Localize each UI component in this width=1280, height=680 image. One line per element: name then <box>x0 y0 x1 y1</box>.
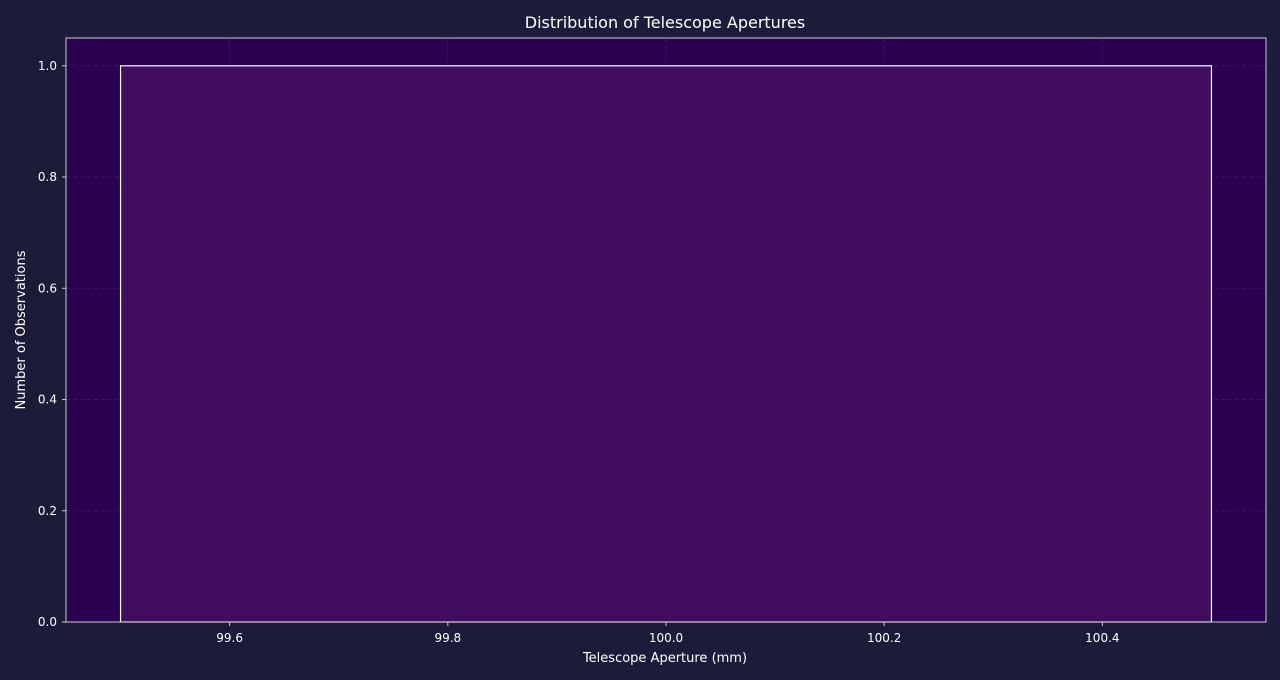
bars <box>119 65 1213 623</box>
chart-title: Distribution of Telescope Apertures <box>525 13 805 32</box>
y-tick-label-0: 0.0 <box>38 615 57 629</box>
y-axis-title: Number of Observations <box>14 250 29 409</box>
x-tick-label-1: 99.8 <box>434 631 461 645</box>
y-tick-label-3: 0.6 <box>38 281 57 295</box>
x-axis-title: Telescope Aperture (mm) <box>582 651 747 666</box>
x-tick-label-4: 100.4 <box>1085 631 1119 645</box>
x-axis-ticks: 99.6 99.8 100.0 100.2 100.4 <box>216 622 1120 645</box>
y-tick-label-4: 0.8 <box>38 170 57 184</box>
x-tick-label-3: 100.2 <box>867 631 901 645</box>
y-axis-ticks: 0.0 0.2 0.4 0.6 0.8 1.0 <box>38 59 66 629</box>
x-tick-label-0: 99.6 <box>216 631 243 645</box>
y-tick-label-5: 1.0 <box>38 59 57 73</box>
y-tick-label-1: 0.2 <box>38 504 57 518</box>
y-tick-label-2: 0.4 <box>38 393 57 407</box>
histogram-bar-0 <box>119 65 1213 623</box>
x-tick-label-2: 100.0 <box>649 631 683 645</box>
